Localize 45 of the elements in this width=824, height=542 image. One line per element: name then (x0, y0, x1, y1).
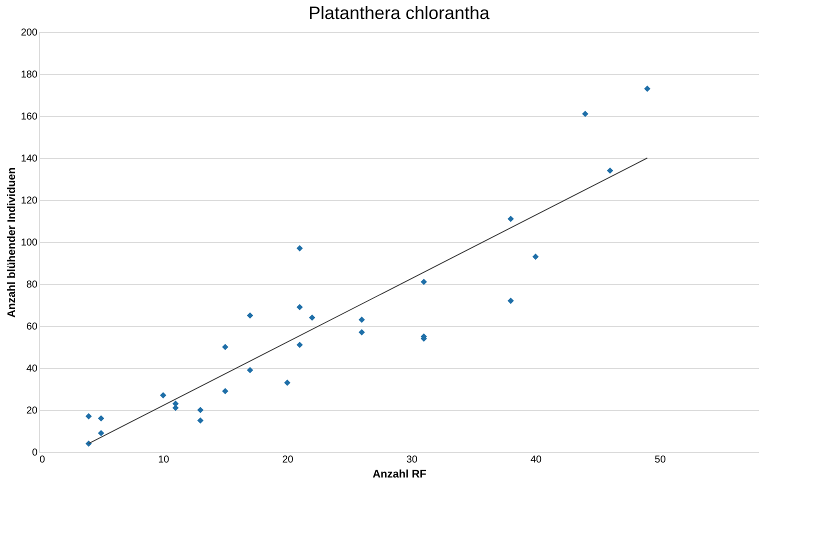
point (222, 388, 228, 394)
y-tick-label: 80 (26, 280, 38, 290)
point (197, 406, 204, 414)
point (508, 216, 514, 222)
x-tick-label: 0 (40, 454, 46, 466)
chart-title: Platanthera chlorantha (308, 3, 491, 23)
y-tick-label: 100 (20, 238, 38, 248)
point (284, 380, 290, 386)
point (358, 329, 365, 336)
point (197, 417, 204, 424)
point (532, 254, 539, 260)
point (85, 413, 92, 420)
y-tick-label: 60 (26, 322, 38, 332)
x-tick-label: 40 (530, 454, 542, 466)
point (246, 312, 254, 319)
point (246, 366, 254, 374)
x-axis-title: Anzahl RF (372, 468, 427, 480)
y-tick-label: 120 (20, 196, 38, 206)
point (644, 86, 650, 92)
point (222, 344, 228, 350)
point (358, 316, 365, 323)
y-tick-label: 140 (20, 154, 38, 164)
y-tick-label: 40 (26, 364, 38, 374)
y-tick-label: 20 (26, 406, 38, 416)
y-tick-label: 200 (20, 28, 38, 38)
point (508, 298, 514, 304)
point (296, 342, 303, 348)
point (296, 245, 303, 252)
y-axis-title: Anzahl blühender Individuen (6, 167, 18, 318)
point (98, 430, 104, 436)
y-tick-label: 180 (20, 70, 38, 80)
point (582, 110, 588, 118)
point (172, 404, 179, 412)
y-tick-label: 160 (20, 112, 38, 122)
x-tick-label: 30 (406, 454, 418, 466)
point (296, 304, 303, 310)
x-tick-label: 10 (158, 454, 170, 466)
x-tick-label: 50 (654, 454, 666, 466)
point (308, 314, 316, 321)
point (98, 415, 104, 422)
point (160, 392, 166, 398)
y-tick-label: 0 (32, 448, 38, 458)
point (420, 278, 427, 286)
point (606, 167, 614, 174)
x-tick-label: 20 (282, 454, 294, 466)
